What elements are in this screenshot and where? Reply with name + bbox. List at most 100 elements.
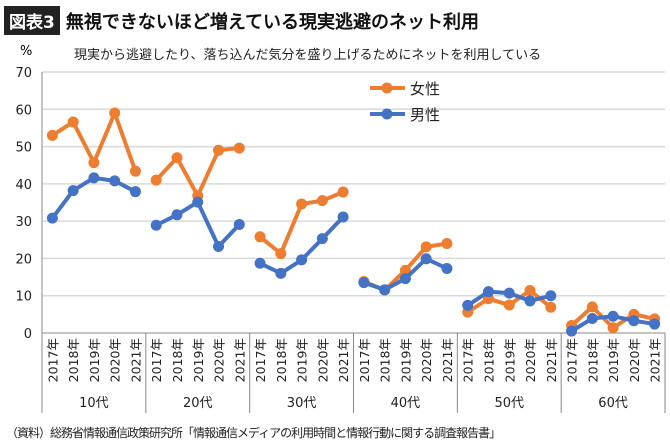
x-tick-label: 2020年 xyxy=(315,338,330,382)
x-tick-label: 2021年 xyxy=(544,338,559,382)
data-point xyxy=(503,287,515,299)
data-point xyxy=(420,253,432,265)
data-point xyxy=(46,129,58,141)
x-tick-label: 2018年 xyxy=(66,338,81,382)
x-tick-label: 2019年 xyxy=(191,338,206,382)
legend-marker xyxy=(381,82,393,94)
data-point xyxy=(399,264,411,276)
y-tick-label: 50 xyxy=(15,141,32,156)
y-tick-label: 0 xyxy=(24,327,32,342)
data-point xyxy=(420,241,432,253)
data-point xyxy=(254,257,266,269)
x-tick-label: 2019年 xyxy=(398,338,413,382)
series-line-female xyxy=(154,146,240,198)
x-tick-label: 2019年 xyxy=(502,338,517,382)
data-point xyxy=(275,267,287,279)
group-label: 30代 xyxy=(287,396,317,411)
data-point xyxy=(337,186,349,198)
x-tick-label: 2018年 xyxy=(378,338,393,382)
data-point xyxy=(129,165,141,177)
data-point xyxy=(524,295,536,307)
x-tick-label: 2019年 xyxy=(87,338,102,382)
y-tick-label: 20 xyxy=(15,252,32,267)
y-tick-label: 10 xyxy=(15,290,32,305)
legend-label: 女性 xyxy=(410,80,440,98)
data-point xyxy=(545,301,557,313)
chart-title: 無視できないほど増えている現実逃避のネット利用 xyxy=(65,11,479,33)
legend-marker xyxy=(381,108,393,120)
data-point xyxy=(88,157,100,169)
data-point xyxy=(296,198,308,210)
data-point xyxy=(254,231,266,243)
data-point xyxy=(482,286,494,298)
x-tick-label: 2018年 xyxy=(170,338,185,382)
y-unit: % xyxy=(20,44,33,59)
x-tick-label: 2020年 xyxy=(627,338,642,382)
x-tick-label: 2019年 xyxy=(295,338,310,382)
data-point xyxy=(129,186,141,198)
x-tick-label: 2020年 xyxy=(108,338,123,382)
data-point xyxy=(337,211,349,223)
x-tick-label: 2018年 xyxy=(481,338,496,382)
y-tick-label: 60 xyxy=(15,103,32,118)
data-point xyxy=(524,284,536,296)
data-point xyxy=(275,248,287,260)
data-point xyxy=(109,175,121,187)
data-point xyxy=(566,325,578,337)
x-tick-label: 2018年 xyxy=(274,338,289,382)
y-tick-label: 40 xyxy=(15,178,32,193)
group-label: 40代 xyxy=(391,396,421,411)
data-point xyxy=(109,107,121,119)
data-point xyxy=(462,299,474,311)
data-point xyxy=(67,116,79,128)
data-point xyxy=(150,174,162,186)
figure-badge: 図表3 xyxy=(4,6,60,35)
data-point xyxy=(586,312,598,324)
data-point xyxy=(441,262,453,274)
series-line-male xyxy=(155,200,241,249)
data-point xyxy=(316,233,328,245)
data-point xyxy=(316,195,328,207)
x-tick-label: 2017年 xyxy=(565,338,580,382)
x-tick-label: 2021年 xyxy=(336,338,351,382)
x-tick-label: 2020年 xyxy=(419,338,434,382)
data-point xyxy=(46,212,58,224)
data-point xyxy=(213,240,225,252)
data-point xyxy=(67,185,79,197)
y-tick-label: 30 xyxy=(15,215,32,230)
data-point xyxy=(545,290,557,302)
data-point xyxy=(441,238,453,250)
x-tick-label: 2017年 xyxy=(149,338,164,382)
data-point xyxy=(586,301,598,313)
data-point xyxy=(379,284,391,296)
chart-subtitle: 現実から逃避したり、落ち込んだ気分を盛り上げるためにネットを利用している xyxy=(74,48,542,63)
data-point xyxy=(649,318,661,330)
data-point xyxy=(88,172,100,184)
group-label: 60代 xyxy=(598,396,628,411)
group-label: 50代 xyxy=(494,396,524,411)
data-point xyxy=(358,277,370,289)
data-point xyxy=(607,322,619,334)
x-tick-label: 2020年 xyxy=(523,338,538,382)
x-tick-label: 2017年 xyxy=(461,338,476,382)
x-tick-label: 2021年 xyxy=(440,338,455,382)
source-note: （資料）総務省情報通信政策研究所「情報通信メディアの利用時間と情報行動に関する調… xyxy=(6,426,501,440)
legend-label: 男性 xyxy=(410,106,440,124)
data-point xyxy=(171,152,183,164)
data-point xyxy=(503,299,515,311)
data-point xyxy=(399,273,411,285)
group-label: 20代 xyxy=(183,396,213,411)
x-tick-label: 2021年 xyxy=(128,338,143,382)
data-point xyxy=(171,209,183,221)
x-tick-label: 2017年 xyxy=(45,338,60,382)
data-point xyxy=(233,142,245,154)
x-tick-label: 2021年 xyxy=(232,338,247,382)
x-tick-label: 2017年 xyxy=(253,338,268,382)
data-point xyxy=(607,310,619,322)
data-point xyxy=(628,315,640,327)
x-tick-label: 2017年 xyxy=(357,338,372,382)
x-tick-label: 2018年 xyxy=(585,338,600,382)
y-tick-label: 70 xyxy=(15,66,32,81)
